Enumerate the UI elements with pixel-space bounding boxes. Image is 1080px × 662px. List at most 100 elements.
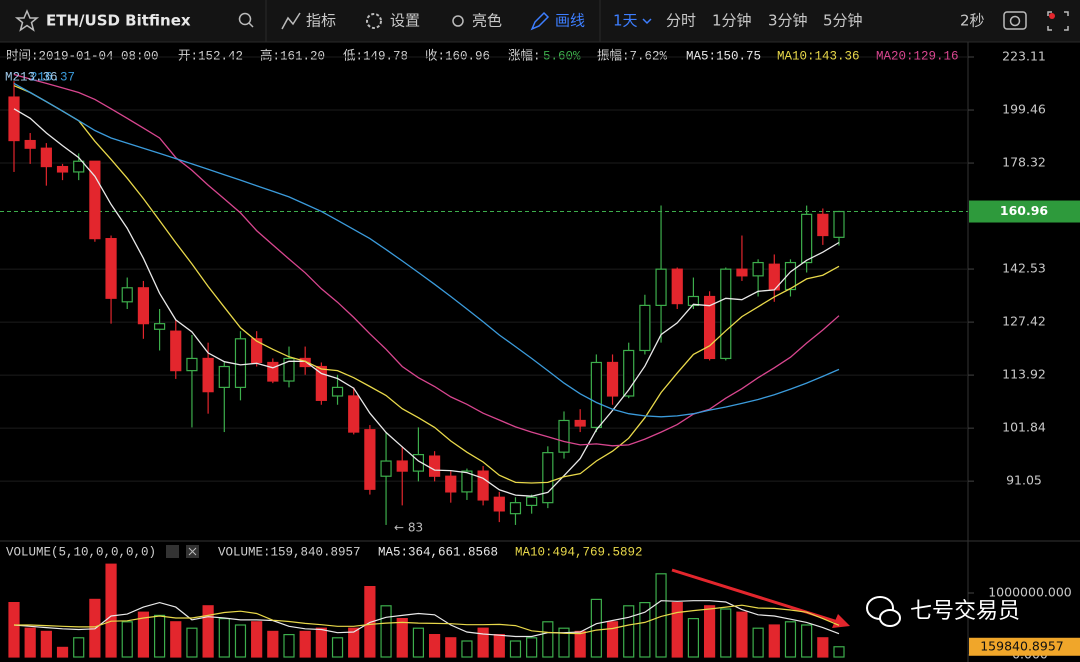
candle-body: [445, 475, 457, 493]
interval-active[interactable]: 1天: [613, 12, 638, 30]
volume-bar: [299, 630, 311, 658]
candle-body: [121, 287, 133, 303]
interval-button[interactable]: 5分钟: [823, 12, 863, 30]
symbol[interactable]: ETH/USD Bitfinex: [46, 12, 191, 30]
candle-body: [817, 213, 829, 237]
volume-bar: [542, 621, 554, 658]
volume-bar: [315, 627, 327, 658]
screenshot-icon[interactable]: [1003, 11, 1027, 30]
volume-bar: [687, 617, 700, 658]
volume-bar: [590, 598, 602, 658]
volume-bar: [703, 605, 716, 658]
candle-body: [412, 454, 425, 472]
volume-bar: [283, 633, 295, 658]
toolbar: [0, 0, 1080, 42]
min-label: ← 83: [394, 520, 423, 534]
volume-bar: [251, 621, 263, 658]
volume-bar: [606, 621, 619, 658]
volume-bar: [736, 611, 748, 658]
info-change: 5.60%: [543, 49, 581, 63]
info-time: 时间:2019-01-04 08:00: [6, 48, 159, 63]
wechat-icon-bubble: [879, 609, 901, 627]
volume-bar: [170, 621, 182, 658]
candle-body: [89, 160, 101, 240]
volume-bar: [348, 627, 360, 658]
volume-bar: [623, 605, 635, 658]
candle-body: [720, 268, 732, 360]
candle-body: [153, 323, 166, 330]
volume-bar: [218, 617, 230, 658]
volume-bar: [493, 633, 505, 658]
y-tick-label: 142.53: [1002, 261, 1046, 276]
candle-body: [784, 261, 797, 291]
volume-bar: [396, 617, 408, 658]
candle-body: [428, 455, 441, 477]
overlay-label: 216.37: [30, 70, 75, 84]
fullscreen-icon[interactable]: [1047, 11, 1069, 31]
interval-button[interactable]: 3分钟: [768, 12, 808, 30]
volume-bar: [574, 630, 586, 658]
candle-body: [396, 460, 408, 472]
volume-bar: [121, 621, 133, 658]
settings-icon[interactable]: [366, 13, 382, 29]
legend-entry: MA10:143.36: [777, 49, 860, 63]
volume-title: VOLUME(5,10,0,0,0,0): [6, 545, 156, 559]
interval-chevron[interactable]: [642, 18, 652, 25]
interval-button[interactable]: 1分钟: [712, 12, 752, 30]
legend-entry: MA20:129.16: [876, 49, 959, 63]
settings-button[interactable]: 设置: [390, 12, 420, 30]
candle-body: [170, 330, 182, 372]
indicator-icon[interactable]: [281, 12, 301, 30]
y-tick-label: 91.05: [1006, 473, 1042, 488]
candle-body: [461, 470, 473, 493]
volume-bar: [153, 614, 166, 658]
theme-button[interactable]: 亮色: [472, 12, 502, 30]
volume-bar: [477, 627, 489, 658]
volume-bar: [817, 637, 829, 658]
candle-body: [364, 429, 376, 490]
volume-ma-line: [14, 604, 840, 635]
candle-body: [40, 147, 52, 168]
candle-body: [24, 139, 36, 149]
interval-button[interactable]: 分时: [666, 12, 696, 30]
info-close: 收:160.96: [425, 48, 490, 63]
volume-bar: [558, 627, 570, 658]
candle-body: [348, 395, 360, 433]
volume-bar: [833, 646, 845, 658]
volume-bar: [234, 624, 247, 658]
candle-body: [752, 261, 764, 277]
search-icon[interactable]: [238, 12, 252, 26]
info-open: 开:152.42: [178, 49, 243, 63]
candle-body: [56, 165, 69, 173]
volume-bar: [331, 637, 344, 658]
candle-body: [671, 268, 683, 305]
candle-body: [493, 496, 505, 512]
favorite-icon[interactable]: [14, 9, 40, 32]
volume-bar: [639, 601, 651, 658]
volume-bar: [801, 624, 813, 658]
y-tick-label: 223.11: [1002, 49, 1046, 64]
volume-bar: [445, 637, 457, 658]
candle-body: [526, 496, 538, 506]
candle-body: [299, 357, 311, 368]
refresh-rate[interactable]: 2秒: [960, 12, 985, 30]
indicators-button[interactable]: 指标: [306, 12, 336, 30]
candle-body: [801, 213, 813, 264]
ma-line: [13, 108, 840, 497]
legend-entry: MA5:150.75: [686, 49, 761, 63]
candle-body: [606, 361, 619, 397]
volume-bar: [428, 633, 441, 658]
volume-settings-icon[interactable]: [166, 545, 179, 558]
draw-icon[interactable]: [530, 11, 550, 31]
info-change-label: 涨幅:: [508, 47, 541, 63]
candle-body: [703, 295, 716, 360]
volume-bar: [73, 637, 85, 658]
draw-button[interactable]: 画线: [555, 12, 585, 30]
candle-body: [105, 238, 117, 299]
info-low: 低:149.78: [343, 48, 408, 63]
theme-icon[interactable]: [452, 15, 464, 27]
info-high: 高:161.20: [260, 47, 325, 63]
info-amplitude: 振幅:7.62%: [597, 47, 668, 63]
